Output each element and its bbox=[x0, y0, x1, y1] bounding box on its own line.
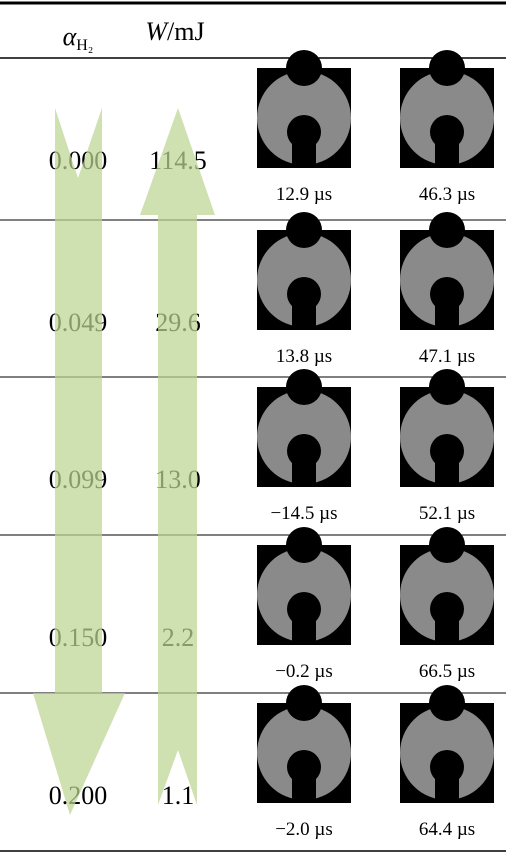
time-caption: −14.5 µs bbox=[270, 503, 337, 524]
arrow-down bbox=[33, 108, 125, 815]
arrows bbox=[33, 108, 215, 815]
time-caption: 64.4 µs bbox=[419, 819, 475, 840]
time-caption: −2.0 µs bbox=[275, 819, 333, 840]
schlieren-image bbox=[257, 527, 351, 645]
time-caption: 46.3 µs bbox=[419, 184, 475, 205]
schlieren-image bbox=[400, 50, 494, 168]
table-figure: αH₂ W/mJ 0.000114.512.9 µs46.3 µs0.04929… bbox=[0, 0, 506, 853]
energy-unit: /mJ bbox=[167, 17, 205, 46]
schlieren-image bbox=[257, 369, 351, 487]
arrow-up bbox=[140, 108, 215, 805]
time-caption: 13.8 µs bbox=[276, 346, 332, 367]
time-caption: 12.9 µs bbox=[276, 184, 332, 205]
schlieren-image bbox=[400, 685, 494, 803]
time-caption: −0.2 µs bbox=[275, 661, 333, 682]
energy-value: 1.1 bbox=[162, 781, 195, 810]
schlieren-image bbox=[400, 212, 494, 330]
alpha-header: αH₂ bbox=[63, 22, 94, 54]
time-caption: 52.1 µs bbox=[419, 503, 475, 524]
schlieren-image bbox=[257, 685, 351, 803]
schlieren-image bbox=[257, 50, 351, 168]
energy-symbol: W bbox=[145, 17, 169, 46]
schlieren-image bbox=[400, 369, 494, 487]
time-caption: 47.1 µs bbox=[419, 346, 475, 367]
alpha-subscript: H₂ bbox=[76, 37, 93, 54]
energy-header: W/mJ bbox=[145, 17, 204, 46]
schlieren-image bbox=[257, 212, 351, 330]
time-caption: 66.5 µs bbox=[419, 661, 475, 682]
schlieren-image bbox=[400, 527, 494, 645]
